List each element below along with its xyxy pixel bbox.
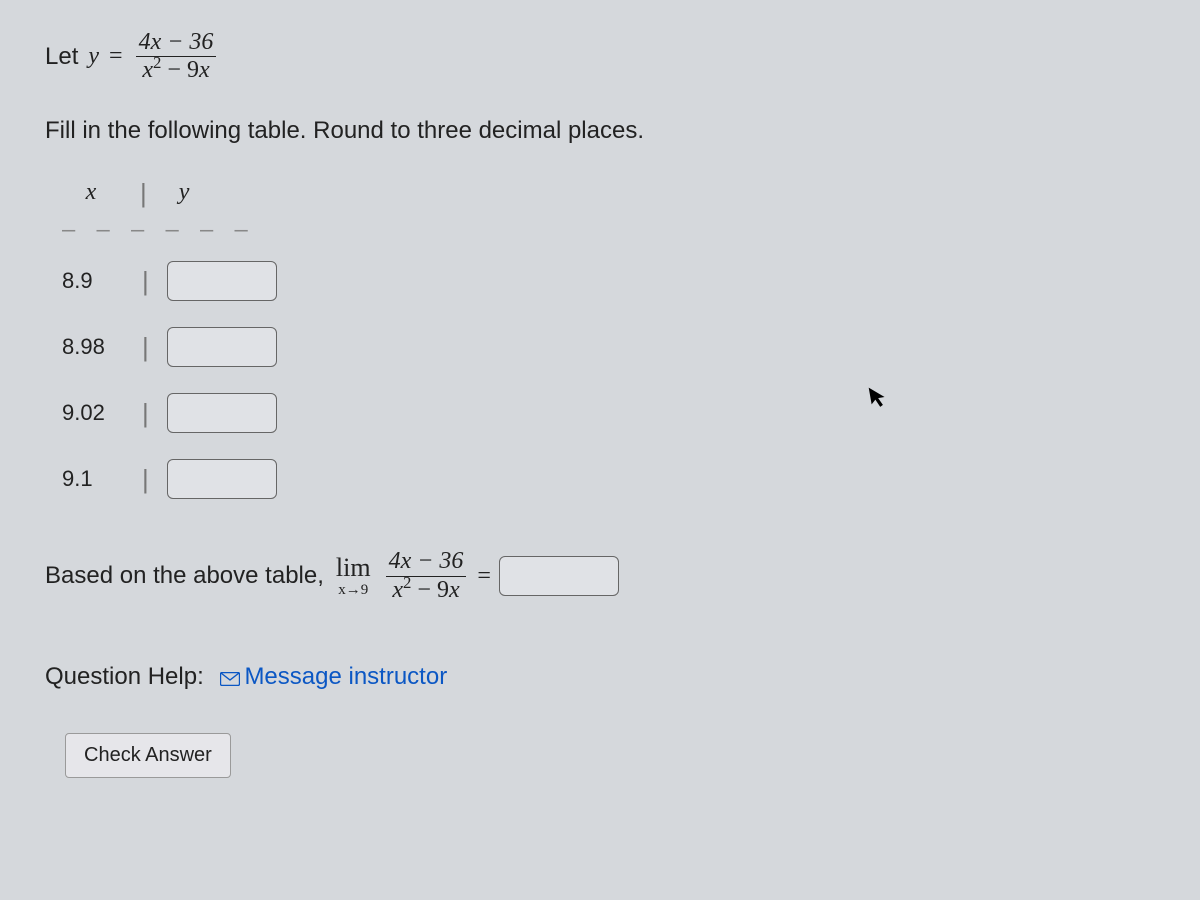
row-divider: |	[142, 400, 149, 426]
denominator: x2 − 9x	[136, 56, 215, 83]
message-instructor-text: Message instructor	[244, 663, 447, 690]
y-input[interactable]	[167, 459, 277, 499]
limit-numerator: 4x − 36	[383, 549, 470, 575]
fraction: 4x − 36 x2 − 9x	[133, 30, 220, 83]
xy-table: x | y — — — — — — 8.9 | 8.98 | 9.02 | 9.…	[60, 179, 1155, 499]
row-divider: |	[142, 466, 149, 492]
limit-denominator: x2 − 9x	[386, 576, 465, 603]
question-help-label: Question Help:	[45, 663, 204, 690]
table-header: x | y	[60, 179, 1155, 206]
y-input[interactable]	[167, 327, 277, 367]
limit-fraction: 4x − 36 x2 − 9x	[383, 549, 470, 602]
col-header-x: x	[60, 179, 122, 206]
lhs-variable: y	[88, 43, 99, 70]
lim-subscript: x→9	[338, 583, 368, 598]
x-value: 8.98	[60, 334, 124, 360]
check-answer-button[interactable]: Check Answer	[65, 733, 231, 778]
row-divider: |	[142, 268, 149, 294]
equals-sign: =	[109, 43, 123, 70]
row-divider: |	[142, 334, 149, 360]
x-value: 8.9	[60, 268, 124, 294]
x-value: 9.02	[60, 400, 124, 426]
x-value: 9.1	[60, 466, 124, 492]
lim-symbol: lim x→9	[336, 555, 371, 598]
limit-answer-input[interactable]	[499, 556, 619, 596]
let-label: Let	[45, 43, 78, 71]
col-header-y: y	[165, 179, 190, 206]
y-input[interactable]	[167, 393, 277, 433]
table-row: 8.98 |	[60, 327, 1155, 367]
question-help: Question Help: Message instructor	[45, 663, 1155, 693]
message-instructor-link[interactable]: Message instructor	[220, 663, 447, 690]
numerator: 4x − 36	[133, 30, 220, 56]
header-divider: |	[140, 180, 147, 206]
instruction-text: Fill in the following table. Round to th…	[45, 117, 1155, 145]
limit-statement: Based on the above table, lim x→9 4x − 3…	[45, 549, 1155, 602]
limit-equals: =	[477, 563, 491, 590]
limit-prefix: Based on the above table,	[45, 562, 324, 590]
table-row: 9.1 |	[60, 459, 1155, 499]
y-input[interactable]	[167, 261, 277, 301]
header-underline: — — — — — —	[62, 218, 1155, 243]
mail-icon	[220, 665, 240, 693]
lim-label: lim	[336, 555, 371, 581]
table-row: 8.9 |	[60, 261, 1155, 301]
equation-definition: Let y = 4x − 36 x2 − 9x	[45, 30, 1155, 83]
table-row: 9.02 |	[60, 393, 1155, 433]
